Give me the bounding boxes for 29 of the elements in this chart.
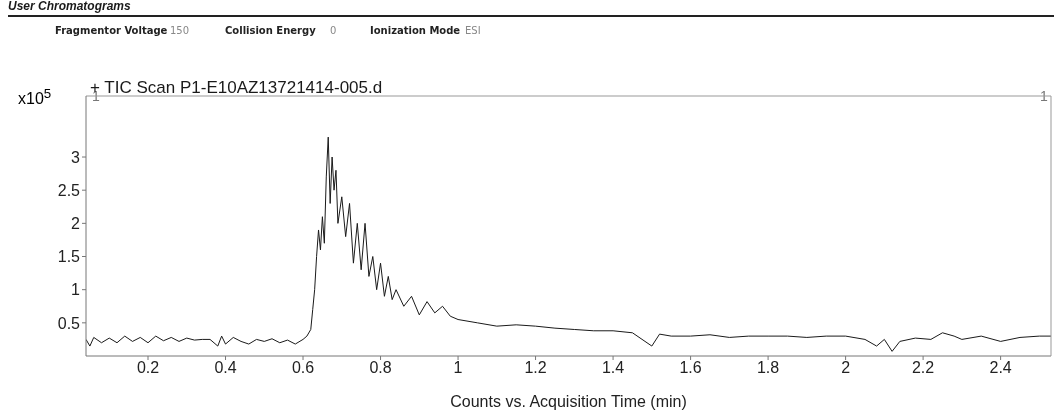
y-tick-label: 2.5: [57, 181, 81, 199]
x-tick-label: 1.6: [679, 359, 702, 377]
chart-title: User Chromatograms: [8, 0, 131, 13]
x-tick-label: 1.8: [756, 359, 780, 377]
x-tick-label: 1: [453, 359, 463, 377]
line-series: [86, 136, 1051, 352]
x-tick-label: 1.2: [524, 359, 547, 377]
y-axis-title: x10$^{5}$: [18, 86, 52, 109]
x-tick-label: 2: [841, 359, 851, 377]
y-tick-label: 2: [71, 215, 81, 233]
text: Collision Energy: [225, 25, 316, 36]
y-tick-label: 1.5: [57, 248, 81, 266]
y-tick-label: 0.5: [57, 314, 81, 332]
x-tick-label: 2.2: [911, 359, 935, 377]
y-tick-label: 3: [71, 148, 81, 166]
x-axis-title: Counts vs. Acquisition Time (min): [450, 393, 687, 410]
text: 0: [330, 25, 337, 36]
x-tick-label: 1.4: [601, 359, 625, 377]
x-tick-label: 0.2: [136, 359, 160, 377]
text: Fragmentor Voltage: [55, 25, 168, 36]
x-tick-label: 2.4: [989, 359, 1012, 377]
x-tick-label: 0.8: [369, 359, 392, 377]
text: Ionization Mode: [370, 25, 461, 36]
x-tick-label: 0.4: [214, 359, 237, 377]
text: 150: [170, 25, 190, 36]
y-tick-label: 1: [71, 281, 81, 299]
text: ESI: [465, 25, 481, 36]
x-tick-label: 0.6: [291, 359, 315, 377]
annotation: 1: [1040, 88, 1048, 104]
